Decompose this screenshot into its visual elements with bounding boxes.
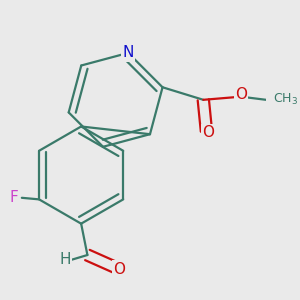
Text: N: N bbox=[122, 45, 134, 60]
Text: O: O bbox=[113, 262, 125, 277]
Text: O: O bbox=[235, 87, 247, 102]
Text: F: F bbox=[10, 190, 18, 205]
Text: O: O bbox=[202, 125, 214, 140]
Text: CH$_3$: CH$_3$ bbox=[273, 92, 298, 107]
Text: H: H bbox=[60, 252, 71, 267]
